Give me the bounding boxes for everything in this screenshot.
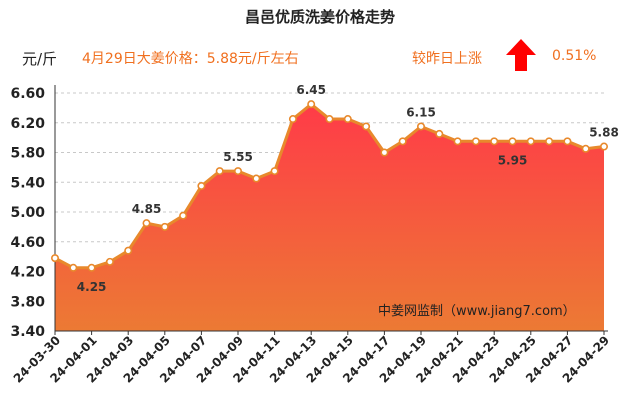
- axes: [54, 85, 608, 332]
- red-up-arrow-icon: [506, 39, 536, 71]
- data-point: [105, 257, 114, 266]
- data-point: [508, 137, 517, 146]
- y-axis-unit: 元/斤: [22, 50, 58, 68]
- change-percent: 0.51%: [552, 48, 597, 64]
- data-point: [288, 115, 297, 124]
- data-point: [160, 222, 169, 231]
- y-tick-label: 5.00: [10, 205, 45, 221]
- data-point: [142, 219, 151, 228]
- y-tick-label: 3.40: [10, 324, 45, 340]
- data-label: 6.45: [296, 83, 326, 97]
- data-point: [362, 122, 371, 131]
- data-point: [599, 142, 608, 151]
- data-point: [69, 263, 78, 272]
- y-axis-ticks: 3.40 3.80 4.20 4.60 5.00 5.40 5.80 6.20 6.60: [10, 86, 45, 340]
- data-label: 4.85: [132, 202, 162, 216]
- compare-label: 较昨日上涨: [412, 51, 482, 67]
- data-label: 5.95: [498, 153, 528, 167]
- data-point: [435, 129, 444, 138]
- y-tick-label: 6.20: [10, 116, 45, 132]
- data-labels: 4.25 4.85 5.55 6.45 6.15 5.95 5.88: [77, 83, 619, 294]
- data-point: [179, 211, 188, 220]
- data-point: [416, 122, 425, 131]
- y-tick-label: 4.60: [10, 235, 45, 251]
- data-point: [50, 254, 59, 263]
- data-point: [307, 100, 316, 109]
- data-label: 4.25: [77, 280, 107, 294]
- y-tick-label: 5.80: [10, 146, 45, 162]
- price-area-fill: [55, 104, 604, 331]
- data-point: [526, 137, 535, 146]
- data-point: [215, 167, 224, 176]
- x-axis-ticks: 24-03-3024-04-0124-04-0324-04-0524-04-07…: [11, 331, 612, 386]
- y-tick-label: 3.80: [10, 294, 45, 310]
- data-label: 5.55: [223, 150, 253, 164]
- data-point: [343, 115, 352, 124]
- data-point: [490, 137, 499, 146]
- data-point: [270, 167, 279, 176]
- data-point: [453, 137, 462, 146]
- chart-title: 昌邑优质洗姜价格走势: [244, 8, 395, 26]
- y-tick-label: 4.20: [10, 265, 45, 281]
- data-point: [234, 167, 243, 176]
- data-point: [252, 174, 261, 183]
- data-point: [471, 137, 480, 146]
- data-point: [398, 137, 407, 146]
- data-point: [545, 137, 554, 146]
- y-tick-label: 5.40: [10, 175, 45, 191]
- price-summary: 4月29日大姜价格：5.88元/斤左右: [82, 51, 299, 67]
- watermark-text: 中姜网监制（www.jiang7.com）: [378, 304, 576, 319]
- data-label: 6.15: [406, 105, 436, 119]
- data-point: [87, 263, 96, 272]
- data-label: 5.88: [589, 126, 619, 140]
- data-points: [50, 100, 608, 272]
- data-point: [197, 181, 206, 190]
- y-tick-label: 6.60: [10, 86, 45, 102]
- data-point: [325, 115, 334, 124]
- data-point: [380, 148, 389, 157]
- data-point: [563, 137, 572, 146]
- data-point: [124, 246, 133, 255]
- data-point: [581, 144, 590, 153]
